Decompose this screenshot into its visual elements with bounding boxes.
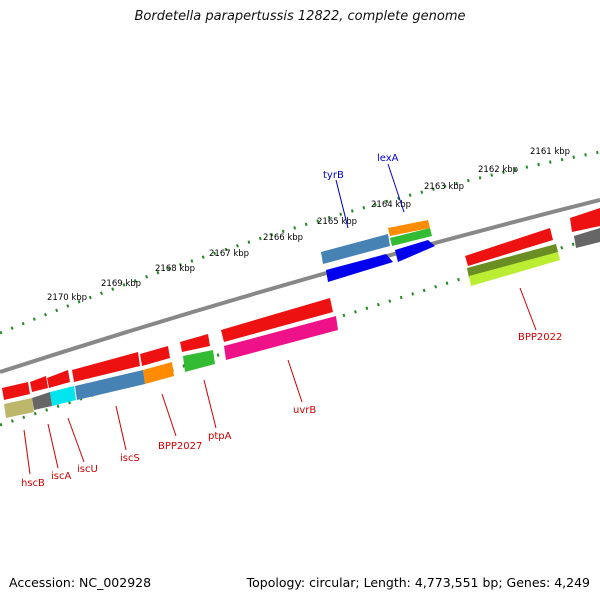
leader-iscA xyxy=(47,423,59,469)
gene-BPP2022-lime[interactable] xyxy=(469,252,560,286)
page-title: Bordetella parapertussis 12822, complete… xyxy=(134,9,466,24)
gene-hscB-red[interactable] xyxy=(2,382,30,400)
gene-label-iscA: iscA xyxy=(51,471,71,482)
gene-label-BPP2022: BPP2022 xyxy=(518,332,562,343)
scale-label: 2164 kbp xyxy=(371,200,411,210)
scale-label: 2161 kbp xyxy=(530,147,570,157)
gene-ptpA-green[interactable] xyxy=(183,350,215,372)
gene-label-BPP2027: BPP2027 xyxy=(158,441,202,452)
leader-uvrB xyxy=(287,359,303,403)
gene-label-iscU: iscU xyxy=(77,464,98,475)
gene-uvrB-magenta[interactable] xyxy=(224,316,338,360)
accession-text: Accession: NC_002928 xyxy=(9,575,152,590)
gene-BPP2027-orange[interactable] xyxy=(143,362,174,384)
gene-hscB-khaki[interactable] xyxy=(4,398,34,418)
gene-label-uvrB: uvrB xyxy=(293,405,316,416)
gene-right-gray[interactable] xyxy=(574,228,600,248)
leader-iscU xyxy=(67,417,85,463)
scale-label: 2162 kbp xyxy=(478,165,518,175)
gene-blue-small[interactable] xyxy=(395,240,435,262)
genome-backbone xyxy=(0,198,600,374)
gene-lexA-orange[interactable] xyxy=(388,220,430,236)
gene-BPP2022-red[interactable] xyxy=(465,228,553,266)
gene-BPP2027-red[interactable] xyxy=(140,346,170,366)
leader-BPP2022 xyxy=(519,287,537,331)
gene-iscA-red[interactable] xyxy=(30,376,48,392)
leader-hscB xyxy=(23,429,31,475)
gene-ptpA-red[interactable] xyxy=(180,334,210,352)
gene-label-tyrB: tyrB xyxy=(323,170,344,181)
genome-summary-text: Topology: circular; Length: 4,773,551 bp… xyxy=(246,575,590,590)
gene-iscU-cyan[interactable] xyxy=(50,386,76,406)
gene-iscU-red[interactable] xyxy=(47,370,70,388)
leader-tyrB xyxy=(335,179,349,229)
upper-tick-track xyxy=(0,150,600,335)
leader-lexA xyxy=(387,163,405,213)
scale-label: 2166 kbp xyxy=(263,233,303,243)
leader-BPP2027 xyxy=(161,393,177,437)
gene-iscS-red[interactable] xyxy=(72,352,140,382)
gene-uvrB-red[interactable] xyxy=(221,298,333,342)
gene-lexA-green[interactable] xyxy=(390,228,432,246)
scale-label: 2170 kbp xyxy=(47,293,87,303)
gene-iscS-steelblue[interactable] xyxy=(75,370,145,400)
gene-label-lexA: lexA xyxy=(377,153,399,164)
gene-label-iscS: iscS xyxy=(120,453,140,464)
leader-ptpA xyxy=(203,379,217,429)
scale-label: 2163 kbp xyxy=(424,182,464,192)
gene-right-red[interactable] xyxy=(570,208,600,232)
scale-label: 2169 kbp xyxy=(101,279,141,289)
gene-label-ptpA: ptpA xyxy=(208,431,232,442)
gene-label-hscB: hscB xyxy=(21,478,45,489)
scale-label: 2168 kbp xyxy=(155,264,195,274)
leader-iscS xyxy=(115,405,127,451)
gene-iscA-gray[interactable] xyxy=(32,392,52,410)
gene-blue-forward[interactable] xyxy=(326,254,393,282)
gene-BPP2022-olive[interactable] xyxy=(467,244,558,278)
gene-tyrB[interactable] xyxy=(321,234,390,264)
scale-label: 2165 kbp xyxy=(317,217,357,227)
scale-label: 2167 kbp xyxy=(209,249,249,259)
